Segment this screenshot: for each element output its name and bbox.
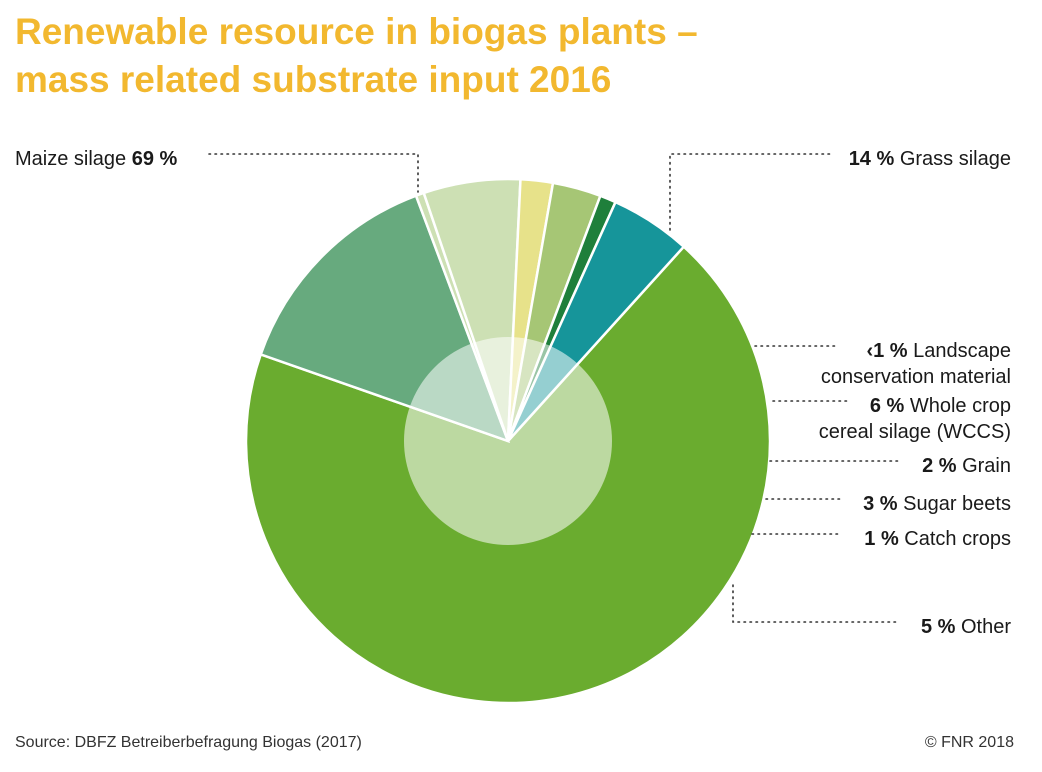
- pie-labels: Maize silage 69 % 14 % Grass silage ‹1 % L…: [15, 148, 1011, 638]
- leader-line-grass-silage: [669, 153, 831, 231]
- slice-label-whole-crop-cereal-silage-wccs: 6 % Whole crop: [870, 395, 1011, 417]
- slice-name: Catch crops: [899, 528, 1011, 550]
- pie-spoke: [507, 343, 546, 442]
- slice-label-grass-silage: 14 % Grass silage: [849, 148, 1011, 170]
- pie-spoke: [409, 405, 509, 442]
- leader-line-other: [732, 584, 899, 623]
- pie-spoke: [507, 338, 527, 442]
- chart-title-line-2: mass related substrate input 2016: [15, 59, 612, 100]
- slice-name: Sugar beets: [898, 493, 1011, 515]
- slice-name: Whole crop: [904, 395, 1011, 417]
- slice-label-grain: 2 % Grain: [922, 455, 1011, 477]
- slice-label-catch-crops: 1 % Catch crops: [864, 528, 1011, 550]
- pie-spoke: [507, 345, 552, 442]
- pie-spoke: [473, 342, 509, 442]
- pie-spoke: [507, 363, 579, 442]
- slice-value: 1 %: [864, 528, 899, 550]
- slice-value: 69 %: [132, 148, 178, 170]
- slice-value: 6 %: [870, 395, 905, 417]
- source-note: Source: DBFZ Betreiberbefragung Biogas (…: [15, 734, 362, 751]
- chart-title: Renewable resource in biogas plants – ma…: [15, 8, 698, 104]
- slice-label-landscape-conservation-material: ‹1 % Landscape: [866, 340, 1011, 362]
- slice-label-maize-silage: Maize silage 69 %: [15, 148, 178, 170]
- copyright-note: © FNR 2018: [924, 734, 1014, 751]
- slice-name: Grass silage: [894, 148, 1011, 170]
- slice-name: Maize silage: [15, 148, 132, 170]
- slice-value: 5 %: [921, 616, 956, 638]
- slice-value: 3 %: [863, 493, 898, 515]
- chart-title-line-1: Renewable resource in biogas plants –: [15, 11, 698, 52]
- slice-value: 14 %: [849, 148, 895, 170]
- slice-label-sugar-beets: 3 % Sugar beets: [863, 493, 1011, 515]
- pie-spoke: [507, 337, 514, 442]
- slice-label-line-2: cereal silage (WCCS): [819, 421, 1011, 443]
- slice-name: Other: [955, 616, 1011, 638]
- slice-value: 2 %: [922, 455, 957, 477]
- slice-label-other: 5 % Other: [921, 616, 1011, 638]
- slice-name: Landscape: [908, 340, 1011, 362]
- slice-name: Grain: [957, 455, 1011, 477]
- slice-label-line-2: conservation material: [821, 366, 1011, 388]
- leader-line-maize-silage: [208, 153, 419, 193]
- slice-value: ‹1 %: [866, 340, 907, 362]
